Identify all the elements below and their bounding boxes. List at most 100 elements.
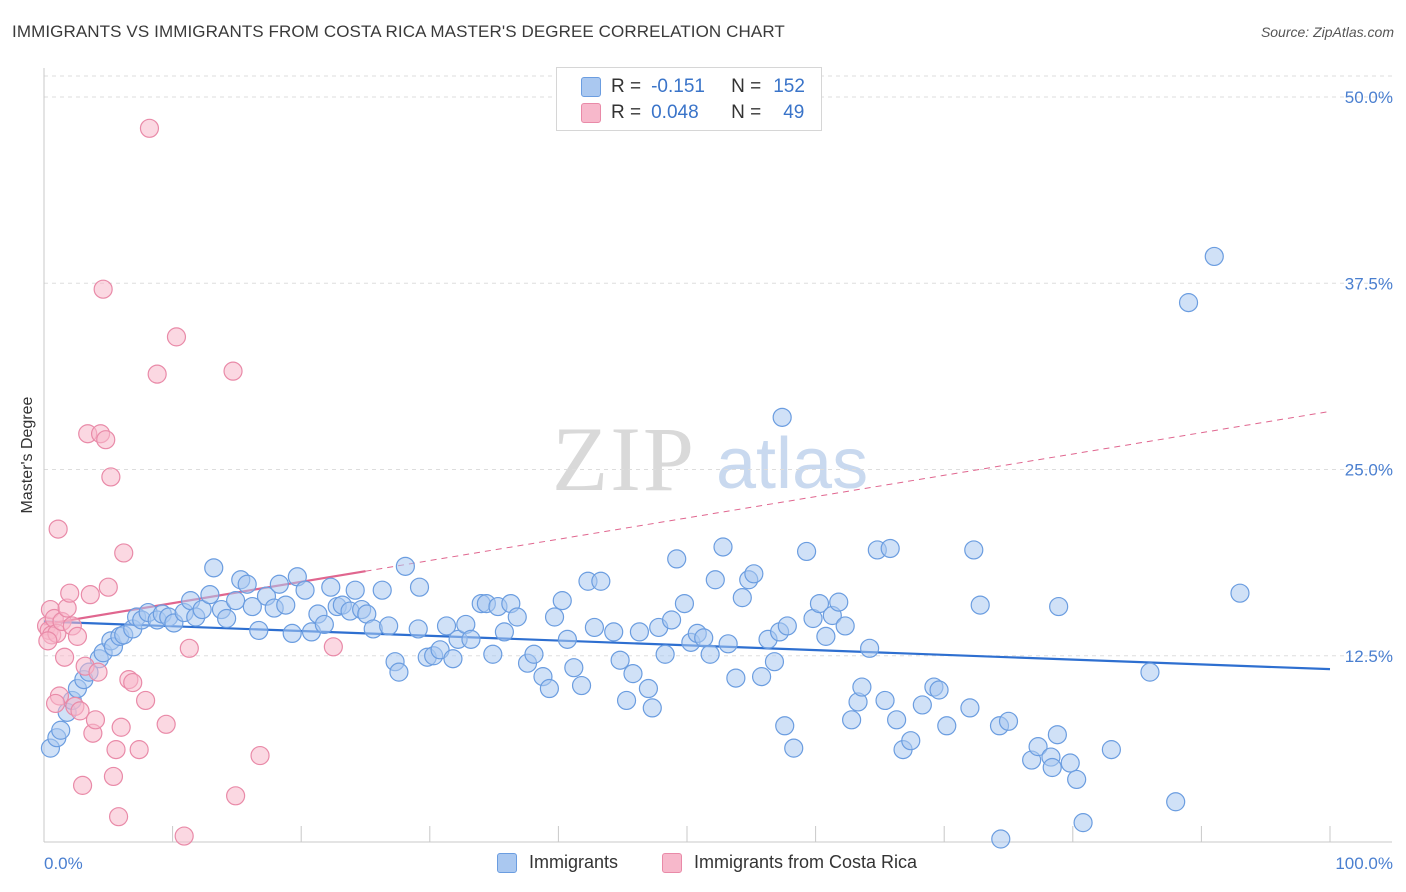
data-point xyxy=(557,629,578,649)
series-swatch-pink xyxy=(662,852,682,873)
data-point xyxy=(875,690,895,711)
series-label-immigrants: Immigrants xyxy=(529,852,619,872)
stats-legend: R = -0.151 N = 152 R = 0.048 N = 49 xyxy=(556,67,822,131)
data-point xyxy=(295,580,315,600)
data-point xyxy=(226,591,246,611)
series-legend: Immigrants Immigrants from Costa Rica xyxy=(0,852,1406,878)
data-point xyxy=(796,541,817,562)
data-points xyxy=(36,118,1250,849)
data-point xyxy=(111,717,131,737)
data-point xyxy=(661,610,682,630)
data-point xyxy=(726,668,746,688)
data-point xyxy=(379,616,399,636)
data-point xyxy=(816,626,836,646)
data-point xyxy=(409,577,430,597)
data-point xyxy=(674,593,695,614)
data-point xyxy=(642,698,662,718)
data-point xyxy=(1140,662,1160,682)
legend-n-label: N = xyxy=(731,76,762,97)
legend-row-immigrants: R = -0.151 N = 152 xyxy=(581,74,805,100)
data-point xyxy=(282,623,302,644)
data-point xyxy=(93,279,113,299)
legend-r-label: R = xyxy=(611,76,642,97)
data-point xyxy=(777,616,797,636)
x-tick-labels: 0.0% 100.0% xyxy=(44,854,1393,873)
data-point xyxy=(323,637,343,657)
data-point xyxy=(494,622,514,642)
data-point xyxy=(772,407,792,427)
data-point xyxy=(1028,737,1048,757)
data-point xyxy=(880,538,900,559)
series-immigrants xyxy=(40,246,1250,849)
series-swatch-blue xyxy=(497,852,517,873)
data-point xyxy=(461,629,481,649)
watermark-atlas: atlas xyxy=(716,424,868,504)
data-point xyxy=(250,745,270,766)
data-point xyxy=(852,677,872,697)
legend-row-costa-rica: R = 0.048 N = 49 xyxy=(581,100,804,126)
series-legend-immigrants: Immigrants xyxy=(497,852,618,873)
data-point xyxy=(192,599,212,620)
data-point xyxy=(1178,293,1199,313)
data-point xyxy=(610,650,630,670)
data-point xyxy=(156,714,176,734)
data-point xyxy=(1204,246,1224,267)
watermark: ZIP atlas xyxy=(552,408,868,510)
data-point xyxy=(106,740,126,760)
chart-title: IMMIGRANTS VS IMMIGRANTS FROM COSTA RICA… xyxy=(12,22,785,41)
series-costa-rica xyxy=(36,118,343,846)
data-point xyxy=(1101,740,1121,760)
data-point xyxy=(552,591,572,611)
data-point xyxy=(887,710,907,730)
data-point xyxy=(1049,596,1069,617)
data-point xyxy=(38,631,58,651)
data-point xyxy=(88,662,108,682)
data-point xyxy=(60,583,80,603)
data-point xyxy=(114,543,134,563)
data-point xyxy=(998,711,1019,731)
data-point xyxy=(912,695,932,715)
legend-swatch-blue xyxy=(581,77,601,97)
data-point xyxy=(775,716,795,736)
data-point xyxy=(694,628,714,648)
data-point xyxy=(744,564,764,584)
y-tick-label: 37.5% xyxy=(1345,274,1393,293)
data-point xyxy=(483,644,503,664)
data-point xyxy=(179,638,199,658)
data-point xyxy=(667,549,687,569)
series-legend-costa-rica: Immigrants from Costa Rica xyxy=(662,852,917,873)
data-point xyxy=(591,571,611,591)
data-point xyxy=(395,556,415,576)
data-point xyxy=(1067,769,1087,790)
data-point xyxy=(991,829,1011,849)
data-point xyxy=(54,647,75,667)
data-point xyxy=(67,626,88,646)
data-point xyxy=(1047,725,1067,745)
data-point xyxy=(363,619,383,639)
data-point xyxy=(764,652,785,672)
data-point xyxy=(970,595,990,615)
data-point xyxy=(135,690,156,711)
data-point xyxy=(314,614,334,635)
y-tick-label: 25.0% xyxy=(1345,461,1393,480)
data-point xyxy=(217,608,237,629)
data-point xyxy=(539,678,559,699)
legend-n-value: 49 xyxy=(783,102,805,123)
data-point xyxy=(860,638,880,658)
data-point xyxy=(1060,753,1080,773)
source-label: Source: ZipAtlas.com xyxy=(1260,24,1394,40)
data-point xyxy=(809,593,830,614)
data-point xyxy=(242,596,262,617)
data-point xyxy=(751,667,772,687)
data-point xyxy=(80,585,100,605)
legend-n-label: N = xyxy=(731,102,762,123)
data-point xyxy=(623,664,643,684)
data-point xyxy=(123,672,143,693)
data-point xyxy=(48,519,68,539)
data-point xyxy=(718,634,738,654)
data-point xyxy=(276,595,296,615)
data-point xyxy=(389,662,409,682)
data-point xyxy=(226,786,246,806)
data-point xyxy=(408,619,428,639)
